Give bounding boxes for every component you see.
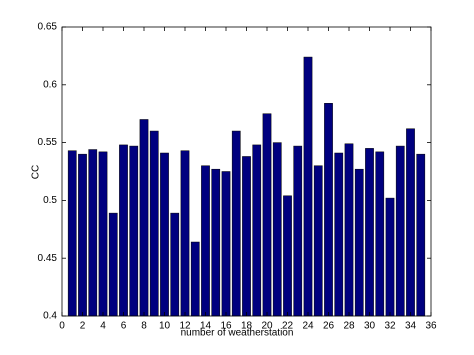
bar [67,150,77,317]
bar [313,165,323,317]
y-tick-label: 0.4 [43,311,57,322]
y-tick-label: 0.55 [38,137,58,148]
bar [395,145,405,317]
bar [149,130,159,317]
x-tick-label: 24 [302,321,314,332]
x-axis-label: number of weatherstation [181,328,294,339]
bar [139,119,149,317]
bar [201,165,210,317]
bar [406,128,415,317]
bar [170,212,180,317]
x-tick-label: 16 [220,321,232,332]
bar [180,150,190,317]
bar [334,152,344,317]
bar [354,168,364,317]
bar [252,144,262,317]
bar [129,145,139,317]
bar [303,56,313,317]
bar [78,153,87,317]
bar [385,197,395,317]
bar [119,144,128,317]
bar [160,152,169,317]
x-tick-label: 30 [364,321,376,332]
x-tick-label: 12 [179,321,191,332]
x-tick-label: 34 [405,321,417,332]
x-tick-label: 10 [159,321,171,332]
bar [283,195,292,317]
bar [211,168,221,317]
x-tick-label: 8 [141,321,147,332]
bar [231,130,241,317]
x-tick-label: 14 [200,321,212,332]
bar [98,151,108,317]
y-tick-label: 0.5 [43,195,57,206]
x-tick-label: 36 [425,321,437,332]
bar [272,142,282,317]
bar [190,241,200,317]
x-tick-label: 28 [343,321,355,332]
y-tick-label: 0.65 [38,22,58,33]
x-tick-label: 22 [282,321,294,332]
bar [344,143,354,317]
bar [293,145,303,317]
y-tick-label: 0.45 [38,253,58,264]
x-tick-label: 18 [241,321,253,332]
bar [416,153,426,317]
x-tick-label: 6 [121,321,127,332]
y-axis-label: CC [31,165,42,179]
x-tick-label: 20 [261,321,273,332]
bar [242,156,251,317]
x-tick-label: 2 [80,321,86,332]
y-tick-label: 0.6 [43,79,57,90]
x-tick-label: 0 [59,321,65,332]
bar [365,148,374,317]
x-tick-label: 32 [384,321,396,332]
bar [108,212,118,317]
bar [88,149,98,317]
x-tick-label: 4 [100,321,106,332]
bar [262,113,272,317]
bar [221,171,231,317]
bar [375,151,385,317]
x-tick-label: 26 [323,321,335,332]
bar [324,103,333,317]
